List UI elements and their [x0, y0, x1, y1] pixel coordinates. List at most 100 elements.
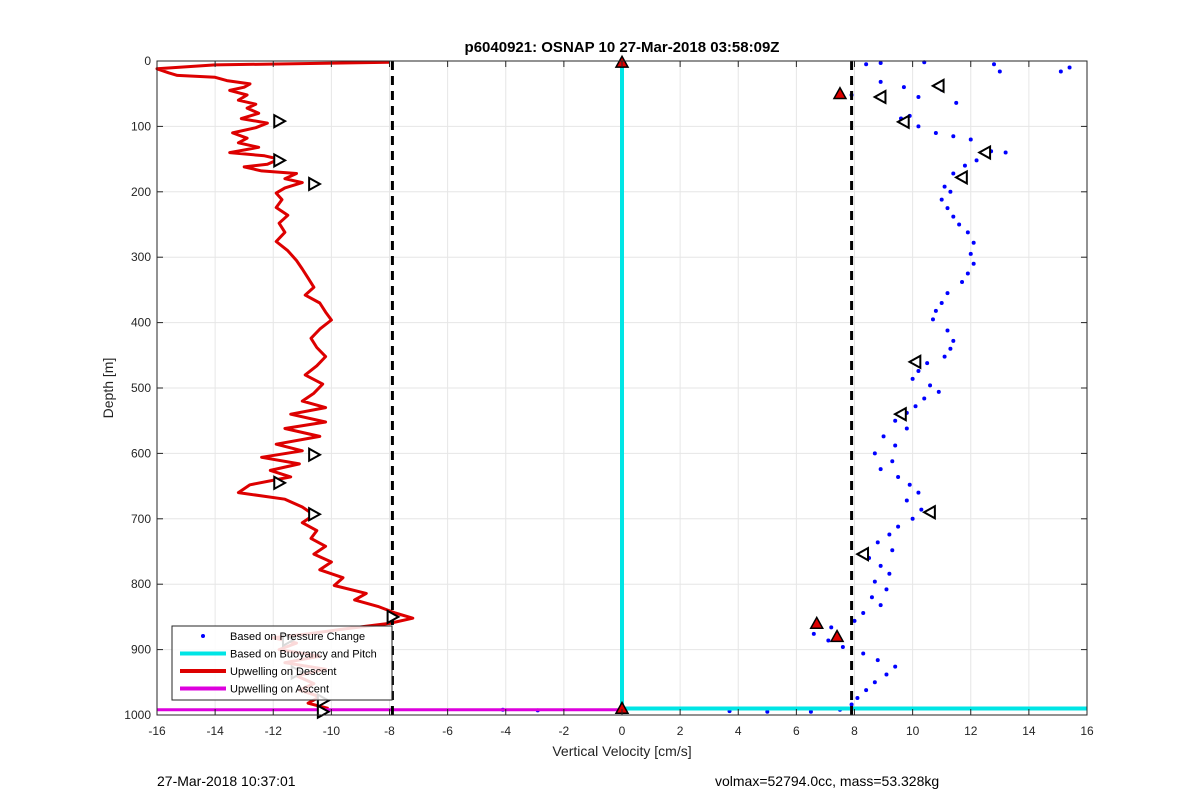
pressure-point-4 — [1067, 65, 1072, 70]
pressure-point-72 — [878, 563, 883, 568]
pressure-point-74 — [872, 579, 877, 584]
open-triangle-marker-15 — [386, 609, 401, 625]
pressure-point-10 — [901, 85, 906, 90]
pressure-point-83 — [840, 644, 845, 649]
footer-timestamp: 27-Mar-2018 10:37:01 — [157, 773, 296, 789]
x-tick-label-15: 14 — [1022, 724, 1036, 738]
pressure-point-28 — [939, 197, 944, 202]
pressure-point-39 — [939, 300, 944, 305]
pressure-point-79 — [852, 618, 857, 623]
filled-triangle-marker-3 — [829, 628, 845, 643]
pressure-point-3 — [992, 62, 996, 67]
x-tick-label-4: -8 — [384, 724, 395, 738]
pressure-point-58 — [872, 451, 877, 456]
pressure-point-6 — [997, 69, 1002, 74]
pressure-point-75 — [884, 587, 889, 592]
legend-label-1: Based on Buoyancy and Pitch — [230, 649, 377, 661]
pressure-point-94 — [765, 709, 770, 714]
open-triangle-marker-6 — [892, 406, 907, 422]
pressure-point-24 — [951, 171, 956, 176]
pressure-point-68 — [887, 532, 892, 537]
open-triangle-marker-0 — [930, 78, 945, 94]
legend-label-0: Based on Pressure Change — [230, 631, 365, 643]
x-tick-label-8: 0 — [619, 724, 626, 738]
x-tick-label-2: -12 — [265, 724, 283, 738]
pressure-point-17 — [933, 130, 938, 135]
pressure-point-62 — [907, 482, 912, 487]
pressure-point-43 — [951, 338, 956, 343]
open-triangle-marker-11 — [308, 176, 322, 192]
pressure-point-76 — [869, 595, 874, 600]
y-tick-label-5: 500 — [131, 381, 151, 395]
pressure-point-91 — [849, 702, 854, 707]
pressure-point-63 — [916, 490, 921, 495]
open-triangle-marker-1 — [872, 89, 887, 105]
y-tick-label-2: 200 — [131, 185, 151, 199]
pressure-point-85 — [875, 658, 880, 663]
open-triangle-marker-2 — [895, 114, 910, 130]
pressure-point-36 — [965, 271, 970, 276]
legend: Based on Pressure Change Based on Buoyanc… — [171, 625, 393, 701]
pressure-point-88 — [872, 680, 877, 685]
y-axis-label: Depth [m] — [100, 358, 116, 419]
pressure-point-44 — [948, 346, 953, 351]
legend-label-3: Upwelling on Ascent — [230, 684, 329, 696]
open-triangle-marker-14 — [308, 506, 322, 522]
footer-volmax-mass: volmax=52794.0cc, mass=53.328kg — [715, 773, 940, 789]
pressure-point-82 — [826, 638, 831, 643]
pressure-point-60 — [878, 467, 883, 472]
open-triangle-marker-8 — [855, 546, 870, 562]
pressure-point-40 — [933, 308, 938, 313]
pressure-point-78 — [861, 610, 866, 615]
open-triangle-marker-4 — [953, 169, 968, 186]
pressure-point-70 — [890, 548, 895, 553]
pressure-point-34 — [968, 251, 973, 256]
x-tick-label-14: 12 — [964, 724, 978, 738]
pressure-point-29 — [945, 206, 950, 211]
pressure-point-33 — [971, 240, 976, 245]
legend-label-2: Upwelling on Descent — [230, 666, 336, 678]
x-tick-label-12: 8 — [851, 724, 858, 738]
pressure-point-65 — [919, 507, 924, 512]
x-tick-label-11: 6 — [793, 724, 800, 738]
pressure-point-69 — [875, 540, 880, 545]
y-tick-label-7: 700 — [131, 512, 151, 526]
y-tick-label-1: 100 — [131, 119, 151, 133]
pressure-point-93 — [808, 709, 813, 714]
x-tick-label-9: 2 — [677, 724, 684, 738]
x-tick-label-1: -14 — [206, 724, 224, 738]
x-tick-label-13: 10 — [906, 724, 920, 738]
x-tick-label-16: 16 — [1080, 724, 1094, 738]
pressure-point-67 — [896, 524, 901, 529]
open-triangle-marker-12 — [308, 447, 322, 463]
pressure-point-12 — [954, 100, 959, 105]
x-tick-label-5: -6 — [442, 724, 453, 738]
x-axis-label: Vertical Velocity [cm/s] — [552, 743, 691, 759]
pressure-point-61 — [896, 474, 901, 479]
pressure-point-38 — [945, 291, 950, 296]
pressure-point-73 — [887, 571, 892, 576]
y-tick-label-9: 900 — [131, 643, 151, 657]
series-line-2 — [155, 60, 415, 710]
open-triangle-marker-9 — [273, 113, 288, 129]
y-tick-label-10: 1000 — [124, 708, 151, 722]
open-triangle-marker-7 — [922, 504, 936, 520]
data-layer — [155, 54, 1087, 720]
pressure-point-54 — [893, 418, 898, 423]
pressure-point-42 — [945, 328, 950, 333]
pressure-point-55 — [904, 426, 909, 431]
pressure-point-47 — [916, 368, 921, 373]
y-tick-label-8: 800 — [131, 577, 151, 591]
pressure-point-22 — [974, 158, 979, 163]
pressure-point-32 — [965, 230, 970, 235]
y-tick-label-4: 400 — [131, 316, 151, 330]
pressure-point-18 — [951, 134, 956, 139]
pressure-point-64 — [904, 498, 909, 503]
pressure-point-0 — [864, 62, 869, 67]
legend-swatch-0 — [201, 634, 205, 638]
pressure-point-56 — [881, 434, 886, 439]
pressure-point-30 — [951, 214, 956, 219]
pressure-point-37 — [960, 280, 965, 285]
y-tick-label-0: 0 — [144, 54, 151, 68]
